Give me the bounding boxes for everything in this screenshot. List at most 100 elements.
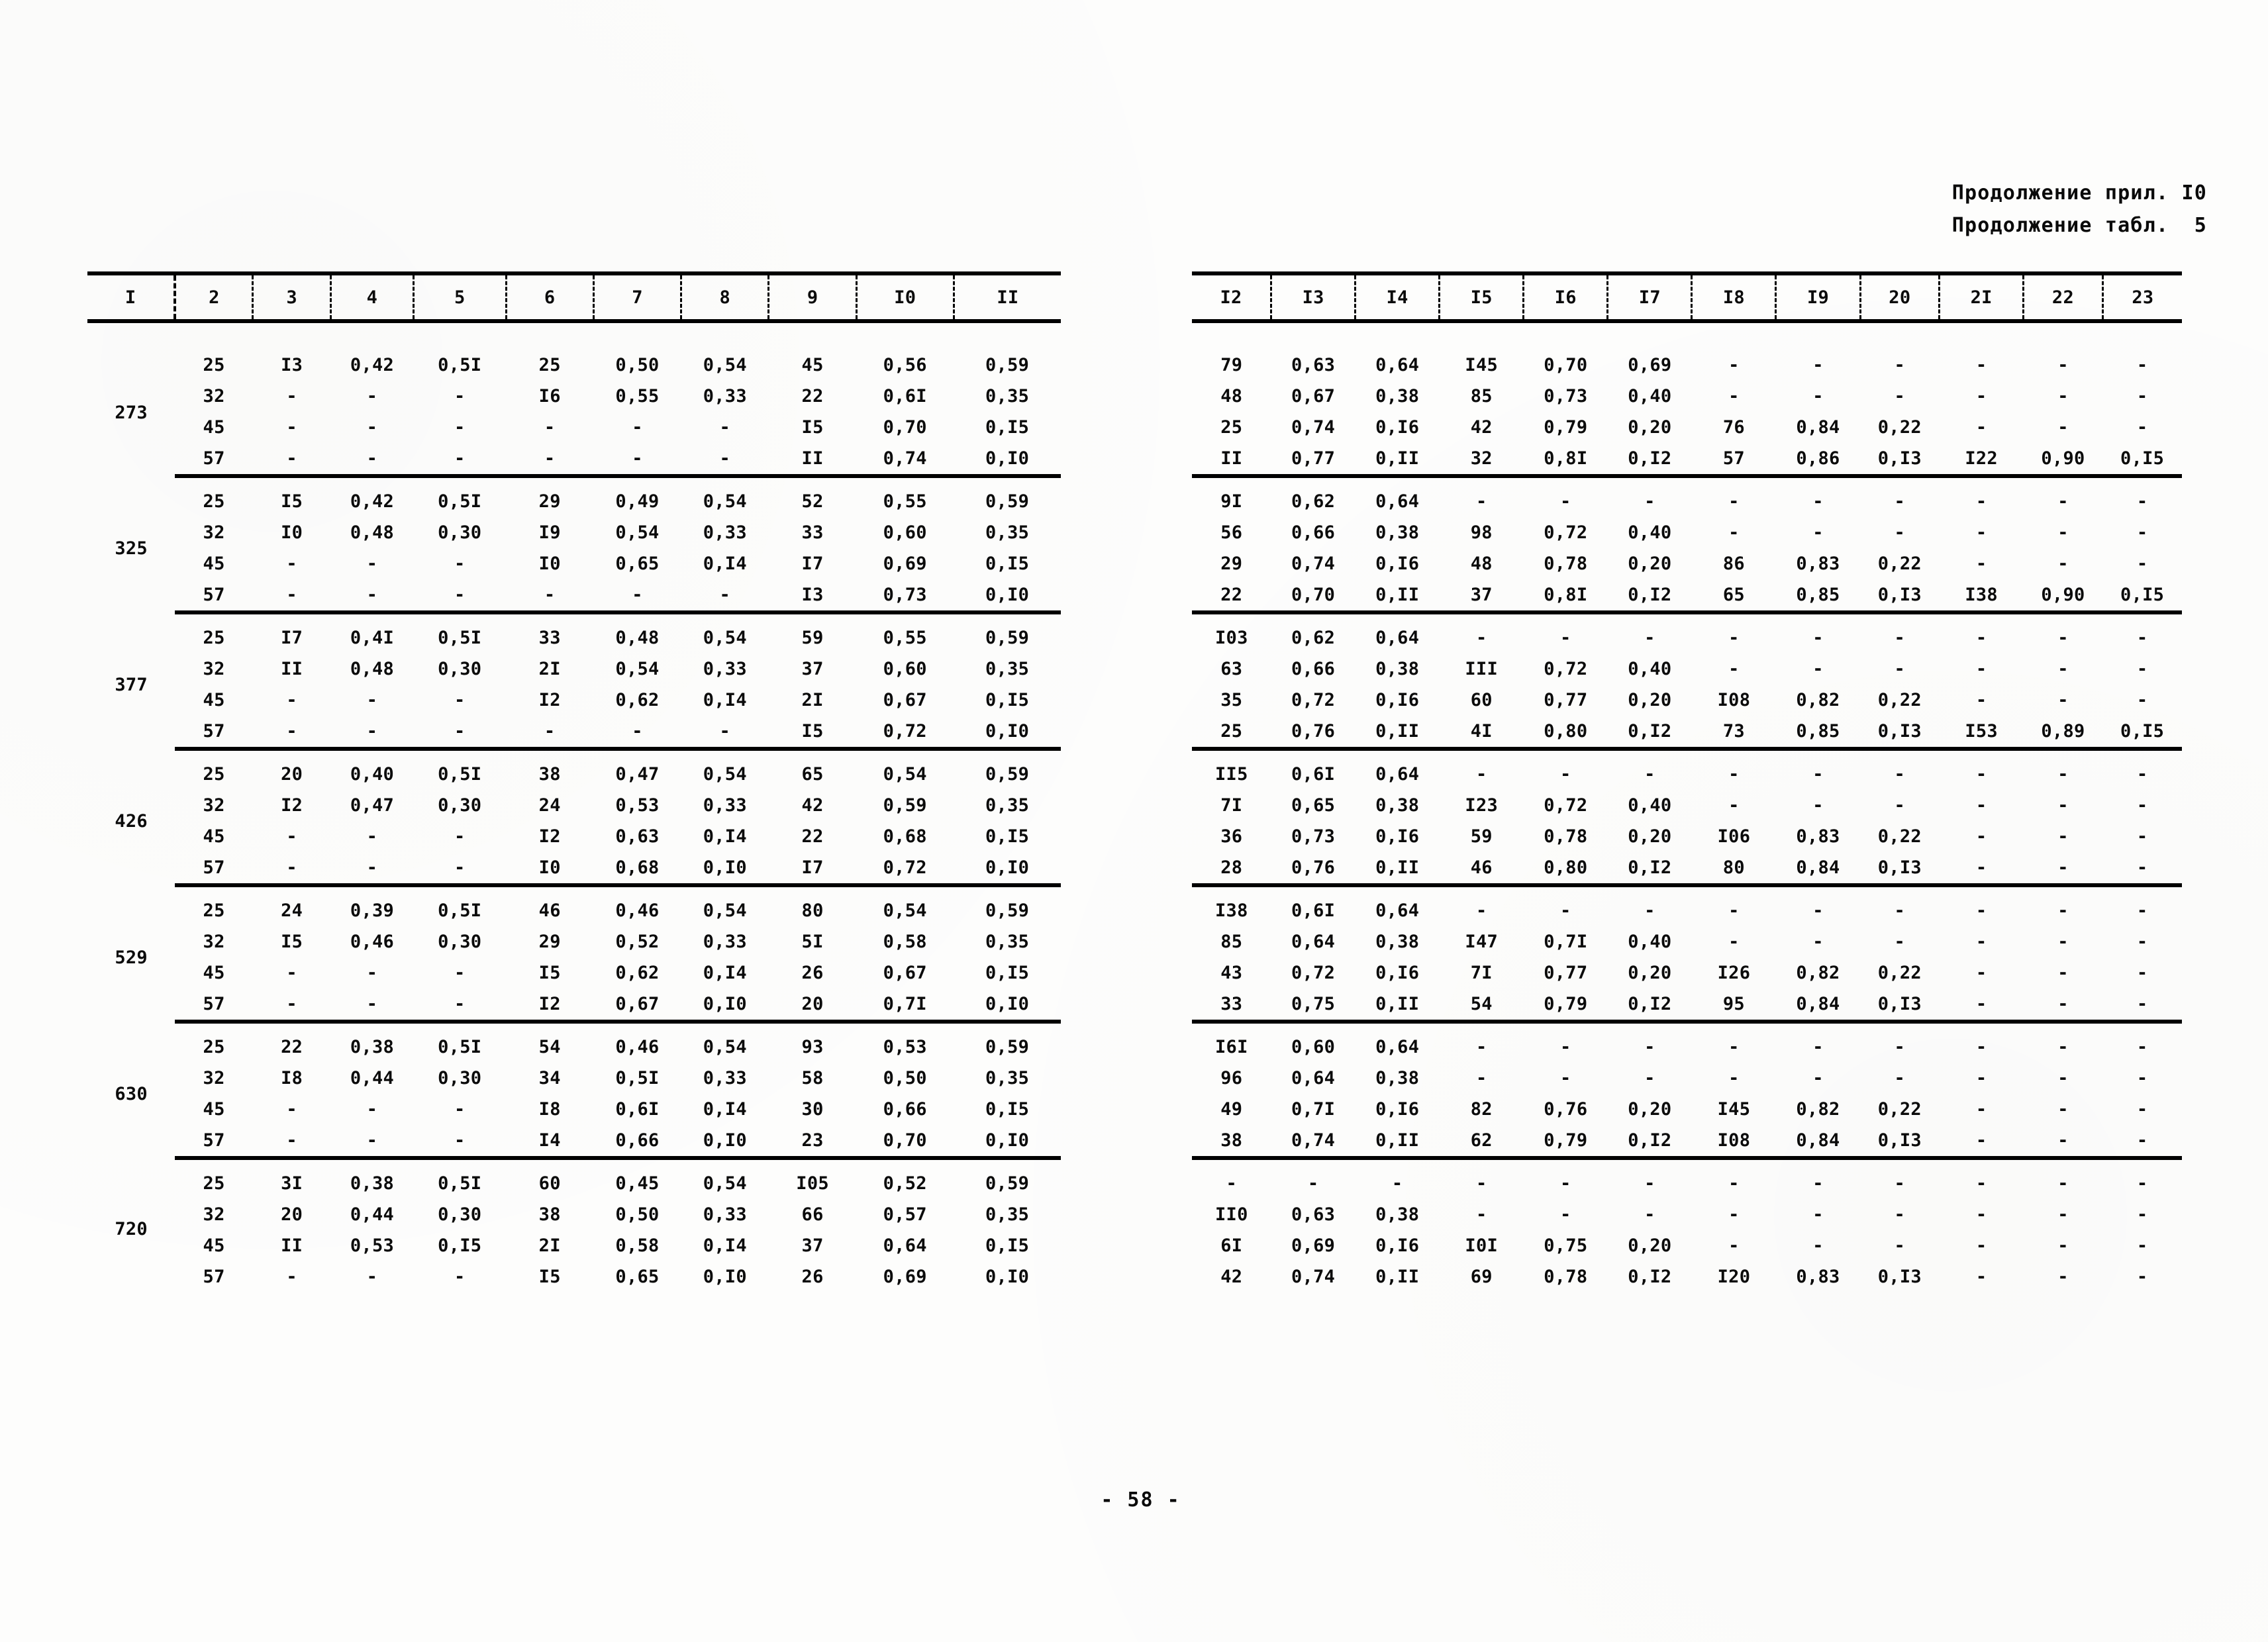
- cell-c17: -: [1644, 1204, 1655, 1225]
- cell-c18: -: [1728, 1037, 1740, 1057]
- cell-c7: 0,54: [615, 659, 660, 679]
- cell-c4: -: [330, 1125, 414, 1160]
- cell-c14: 0,38: [1375, 386, 1420, 407]
- cell-c9: 59: [801, 628, 824, 648]
- cell-c3: -: [252, 989, 331, 1024]
- cell-c22: -: [2057, 491, 2069, 512]
- cell-c14: 0,I6: [1375, 1235, 1420, 1256]
- cell-c2: 32: [203, 659, 225, 679]
- cell-c4: -: [330, 989, 414, 1024]
- cell-c14: 0,64: [1375, 355, 1420, 375]
- cell-c7: -: [593, 716, 681, 751]
- cell-c12: 49: [1220, 1099, 1243, 1120]
- cell-c2: 57: [175, 716, 253, 751]
- cell-c2: 57: [203, 1267, 225, 1287]
- cell-c9: 93: [801, 1037, 824, 1057]
- cell-c2: 32: [203, 932, 225, 952]
- cell-c8: 0,I0: [681, 852, 769, 887]
- cell-c3: I7: [281, 628, 303, 648]
- cell-c2: 45: [203, 1099, 225, 1120]
- table-row: 57- - - - - - I5 0,72 0,I0: [87, 716, 1061, 751]
- cell-c15: 69: [1470, 1267, 1493, 1287]
- cell-c6: I2: [538, 826, 561, 847]
- cell-c11: 0,I0: [954, 989, 1061, 1024]
- cell-c8: 0,I4: [703, 1235, 747, 1256]
- cell-c2: 25: [203, 628, 225, 648]
- cell-c15: 32: [1439, 443, 1524, 478]
- cell-c13: 0,74: [1291, 1267, 1336, 1287]
- cell-c22: -: [2057, 1267, 2069, 1287]
- table-row: 57 - - - I5 0,65 0,I0 26 0,69 0,I0: [87, 1261, 1061, 1292]
- cell-c9: 42: [801, 795, 824, 816]
- cell-c12: 85: [1220, 932, 1243, 952]
- cell-c14: 0,38: [1375, 522, 1420, 543]
- cell-c10: 0,70: [856, 1125, 954, 1160]
- cell-c17: 0,40: [1628, 659, 1672, 679]
- cell-c7: 0,63: [615, 826, 660, 847]
- cell-c14: 0,38: [1375, 932, 1420, 952]
- table-row: 45 - - - I8 0,6I 0,I4 30 0,66 0,I5: [87, 1094, 1061, 1125]
- cell-c14: 0,II: [1355, 716, 1440, 751]
- cell-c13: 0,77: [1271, 443, 1356, 478]
- cell-c2: 45: [203, 554, 225, 574]
- cell-c11: 0,I0: [985, 1267, 1030, 1287]
- cell-c16: 0,75: [1544, 1235, 1588, 1256]
- cell-c6: -: [506, 579, 594, 614]
- cell-c14: 0,I6: [1375, 417, 1420, 438]
- cell-c7: 0,49: [615, 491, 660, 512]
- cell-c20: -: [1894, 1068, 1906, 1088]
- column-header-I: I: [87, 271, 177, 323]
- cell-c11: 0,I0: [954, 1125, 1061, 1160]
- cell-c2: 45: [203, 1235, 225, 1256]
- column-header-I6: I6: [1523, 271, 1609, 323]
- cell-c11: 0,59: [985, 900, 1030, 921]
- cell-c23: -: [2136, 1037, 2148, 1057]
- cell-c14: 0,II: [1355, 579, 1440, 614]
- right-data-table: I2 I3 I4 I5 I6 I7 I8 I9 20 2I 22 23 79 0,63 0,64 I45 0,…: [1192, 271, 2182, 1292]
- cell-c17: 0,20: [1628, 826, 1672, 847]
- cell-c17: -: [1644, 1037, 1655, 1057]
- cell-c2: 32: [203, 386, 225, 407]
- cell-c3: II: [281, 659, 303, 679]
- cell-c5: -: [413, 989, 507, 1024]
- cell-c10: 0,60: [883, 522, 927, 543]
- cell-c6: -: [506, 443, 594, 478]
- cell-c21: I22: [1939, 443, 2024, 478]
- cell-c5: -: [454, 963, 466, 983]
- cell-c4: 0,48: [350, 659, 395, 679]
- cell-c22: -: [2023, 852, 2103, 887]
- cell-c10: 0,7I: [856, 989, 954, 1024]
- group-label-cell: 377: [115, 674, 148, 695]
- cell-c9: 52: [801, 491, 824, 512]
- cell-c4: 0,4I: [350, 628, 395, 648]
- cell-c19: -: [1812, 659, 1824, 679]
- cell-c11: 0,I5: [985, 1235, 1030, 1256]
- table-row: 42 0,74 0,II 69 0,78 0,I2 I20 0,83 0,I3 - - -: [1192, 1261, 2182, 1292]
- cell-c6: I8: [538, 1099, 561, 1120]
- table-row: 22 0,70 0,II 37 0,8I 0,I2 65 0,85 0,I3 I38 0,90 0,I…: [1192, 579, 2182, 614]
- cell-c4: 0,42: [350, 491, 395, 512]
- cell-c6: 2I: [538, 659, 561, 679]
- cell-c17: 0,20: [1628, 690, 1672, 710]
- group-label-cell: 273: [115, 403, 148, 423]
- column-header-I4: I4: [1355, 271, 1441, 323]
- cell-c3: -: [286, 554, 297, 574]
- cell-c15: I47: [1465, 932, 1499, 952]
- cell-c11: 0,I0: [954, 579, 1061, 614]
- cell-c10: 0,74: [856, 443, 954, 478]
- cell-c23: 0,I5: [2102, 579, 2182, 614]
- cell-c15: 48: [1470, 554, 1493, 574]
- cell-c5: -: [454, 690, 466, 710]
- cell-c6: I0: [506, 852, 594, 887]
- cell-c17: 0,I2: [1607, 579, 1692, 614]
- cell-c9: 26: [801, 1267, 824, 1287]
- header-gap-cell: [1192, 321, 2182, 342]
- cell-c10: 0,72: [856, 716, 954, 751]
- cell-c7: 0,65: [615, 554, 660, 574]
- cell-c12: 36: [1220, 826, 1243, 847]
- cell-c7: 0,53: [615, 795, 660, 816]
- cell-c15: 59: [1470, 826, 1493, 847]
- cell-c12: 25: [1192, 716, 1271, 751]
- cell-c21: I38: [1939, 579, 2024, 614]
- cell-c10: 0,50: [883, 1068, 927, 1088]
